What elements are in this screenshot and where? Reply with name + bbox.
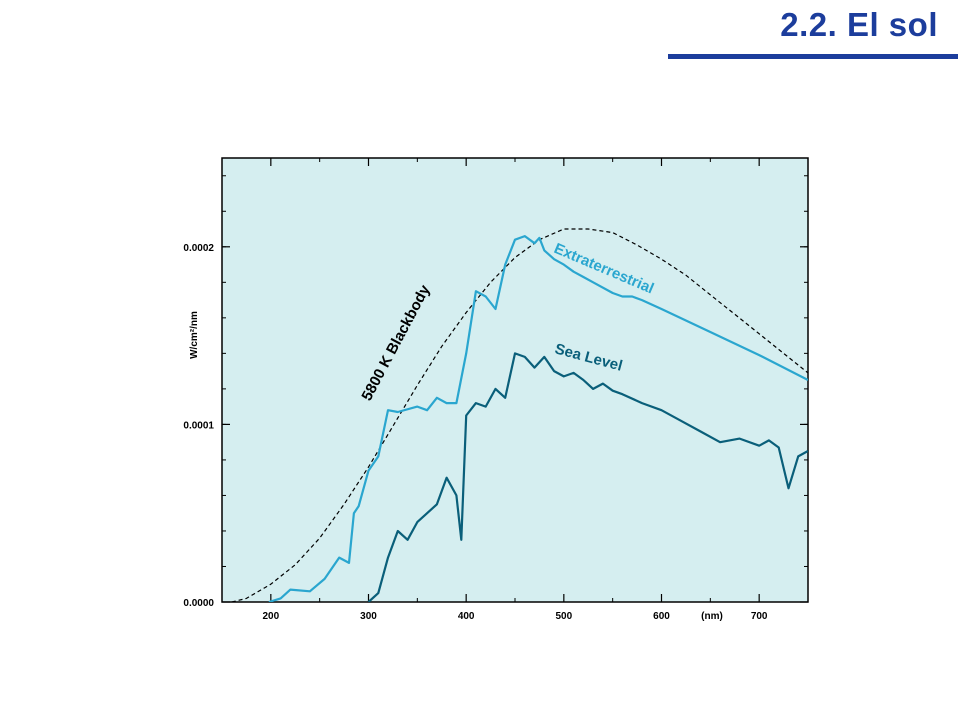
x-tick-label: 400 [458,611,475,622]
x-tick-label: 700 [751,611,768,622]
x-axis-label: (nm) [701,611,723,622]
title-underline [668,54,958,59]
series-line-1 [268,235,808,602]
y-tick-label: 0.0000 [183,598,214,609]
y-tick-label: 0.0001 [183,420,214,431]
x-tick-label: 500 [555,611,572,622]
plot-area [221,157,809,603]
series-line-0 [231,228,808,602]
series-group [231,228,808,602]
x-tick-label: 600 [653,611,670,622]
x-tick-label: 200 [262,611,279,622]
x-tick-label: 300 [360,611,377,622]
series-line-2 [367,352,808,602]
y-axis-label: W/cm²/nm [189,311,200,359]
slide-title: 2.2. El sol [780,6,938,43]
y-tick-label: 0.0002 [183,243,214,254]
